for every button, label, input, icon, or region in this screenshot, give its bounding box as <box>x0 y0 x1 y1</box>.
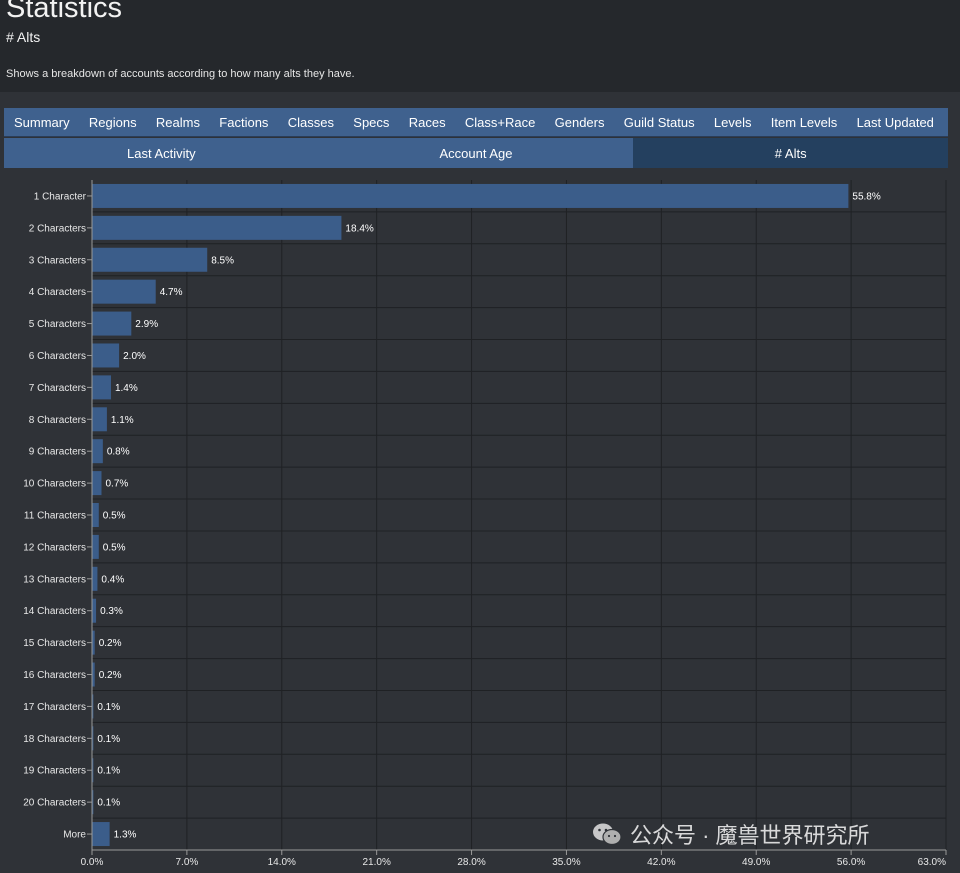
bar-value-label: 1.4% <box>115 383 138 394</box>
page-subtitle: # Alts <box>6 29 41 45</box>
category-label: 4 Characters <box>29 287 86 298</box>
bar <box>92 215 342 240</box>
x-tick-label: 56.0% <box>837 857 865 868</box>
bar <box>92 726 94 751</box>
bar <box>92 439 103 464</box>
bar-value-label: 0.1% <box>97 798 120 809</box>
bar-value-label: 8.5% <box>211 255 234 266</box>
tab-last-activity[interactable]: Last Activity <box>4 138 319 168</box>
alts-bar-chart: 55.8% 1 Character 18.4% 2 Characters 8.5% 3 C… <box>23 180 947 868</box>
bar-value-label: 0.1% <box>97 702 120 713</box>
x-tick-label: 0.0% <box>81 857 104 868</box>
x-tick-label: 14.0% <box>268 857 296 868</box>
bar-value-label: 2.0% <box>123 351 146 362</box>
category-label: 19 Characters <box>23 766 86 777</box>
tab-class-race[interactable]: Class+Race <box>464 114 536 130</box>
category-label: 11 Characters <box>24 511 86 522</box>
bar-value-label: 0.8% <box>107 447 130 458</box>
category-label: 1 Character <box>34 191 87 202</box>
x-tick-label: 35.0% <box>552 857 580 868</box>
category-label: 15 Characters <box>23 638 86 649</box>
category-label: More <box>63 830 86 841</box>
category-label: 14 Characters <box>23 606 86 617</box>
tab-alts[interactable]: # Alts <box>633 138 949 168</box>
stats-tab-bar: Summary Regions Realms Factions Classes … <box>4 108 948 137</box>
bar-value-label: 55.8% <box>852 191 880 202</box>
bar <box>92 694 94 719</box>
bar-value-label: 0.1% <box>97 766 120 777</box>
bar <box>92 343 120 368</box>
bar <box>92 503 99 527</box>
bar-value-label: 0.4% <box>101 574 124 585</box>
bar-value-label: 0.3% <box>100 606 123 617</box>
tab-guild-status[interactable]: Guild Status <box>623 114 695 130</box>
watermark: 公众号 · 魔兽世界研究所 <box>592 818 870 850</box>
bar-value-label: 0.5% <box>103 511 126 522</box>
category-label: 12 Characters <box>23 542 86 553</box>
x-tick-label: 42.0% <box>647 857 675 868</box>
page-title: Statistics <box>6 0 123 24</box>
bar <box>92 534 99 559</box>
tab-specs[interactable]: Specs <box>353 114 390 130</box>
bar-value-label: 0.5% <box>103 542 126 553</box>
category-label: 20 Characters <box>23 798 86 809</box>
bar <box>92 375 111 400</box>
tab-item-levels[interactable]: Item Levels <box>770 114 838 130</box>
x-tick-label: 21.0% <box>362 857 390 868</box>
watermark-text: 公众号 · 魔兽世界研究所 <box>630 823 870 848</box>
tab-races[interactable]: Races <box>408 114 446 130</box>
category-label: 7 Characters <box>29 383 86 394</box>
category-label: 8 Characters <box>29 415 86 426</box>
bar <box>92 790 94 815</box>
page-description: Shows a breakdown of accounts according … <box>6 68 355 80</box>
bar-value-label: 0.7% <box>105 479 128 490</box>
bar-value-label: 0.2% <box>99 638 122 649</box>
category-label: 6 Characters <box>29 351 86 362</box>
tab-classes[interactable]: Classes <box>287 114 334 130</box>
category-label: 3 Characters <box>29 255 86 266</box>
bar-value-label: 1.1% <box>111 415 134 426</box>
tab-last-updated[interactable]: Last Updated <box>856 114 934 130</box>
bar <box>92 662 95 687</box>
category-label: 2 Characters <box>29 223 86 234</box>
tab-summary[interactable]: Summary <box>14 114 70 130</box>
bar <box>92 598 97 623</box>
bar <box>92 407 107 432</box>
tab-regions[interactable]: Regions <box>88 114 137 130</box>
bar-value-label: 2.9% <box>135 319 158 330</box>
bar <box>92 758 94 783</box>
bar-value-label: 4.7% <box>160 287 183 298</box>
tab-genders[interactable]: Genders <box>554 114 605 130</box>
bar <box>92 311 132 336</box>
bar-value-label: 0.2% <box>99 670 122 681</box>
category-label: 9 Characters <box>29 447 86 458</box>
tab-factions[interactable]: Factions <box>219 114 269 130</box>
bar <box>92 471 102 496</box>
bar-value-label: 18.4% <box>345 223 373 234</box>
bar <box>92 183 849 208</box>
wechat-icon <box>592 822 622 846</box>
category-label: 18 Characters <box>23 734 86 745</box>
x-tick-label: 28.0% <box>457 857 485 868</box>
category-label: 17 Characters <box>23 702 86 713</box>
bar <box>92 566 98 591</box>
category-label: 13 Characters <box>23 574 86 585</box>
tab-account-age[interactable]: Account Age <box>318 138 634 168</box>
bar <box>92 822 110 847</box>
x-tick-label: 7.0% <box>175 857 198 868</box>
page-header: Statistics # Alts Shows a breakdown of a… <box>0 0 960 92</box>
category-label: 5 Characters <box>29 319 86 330</box>
x-tick-label: 63.0% <box>918 857 946 868</box>
x-tick-label: 49.0% <box>742 857 770 868</box>
tab-realms[interactable]: Realms <box>155 114 200 130</box>
stats-subtab-bar: Last Activity Account Age # Alts <box>4 138 949 168</box>
category-label: 16 Characters <box>23 670 86 681</box>
bar <box>92 247 208 272</box>
bar <box>92 279 156 304</box>
bar-value-label: 1.3% <box>114 830 137 841</box>
bar-value-label: 0.1% <box>97 734 120 745</box>
bar <box>92 630 95 655</box>
tab-levels[interactable]: Levels <box>713 114 752 130</box>
category-label: 10 Characters <box>23 479 86 490</box>
